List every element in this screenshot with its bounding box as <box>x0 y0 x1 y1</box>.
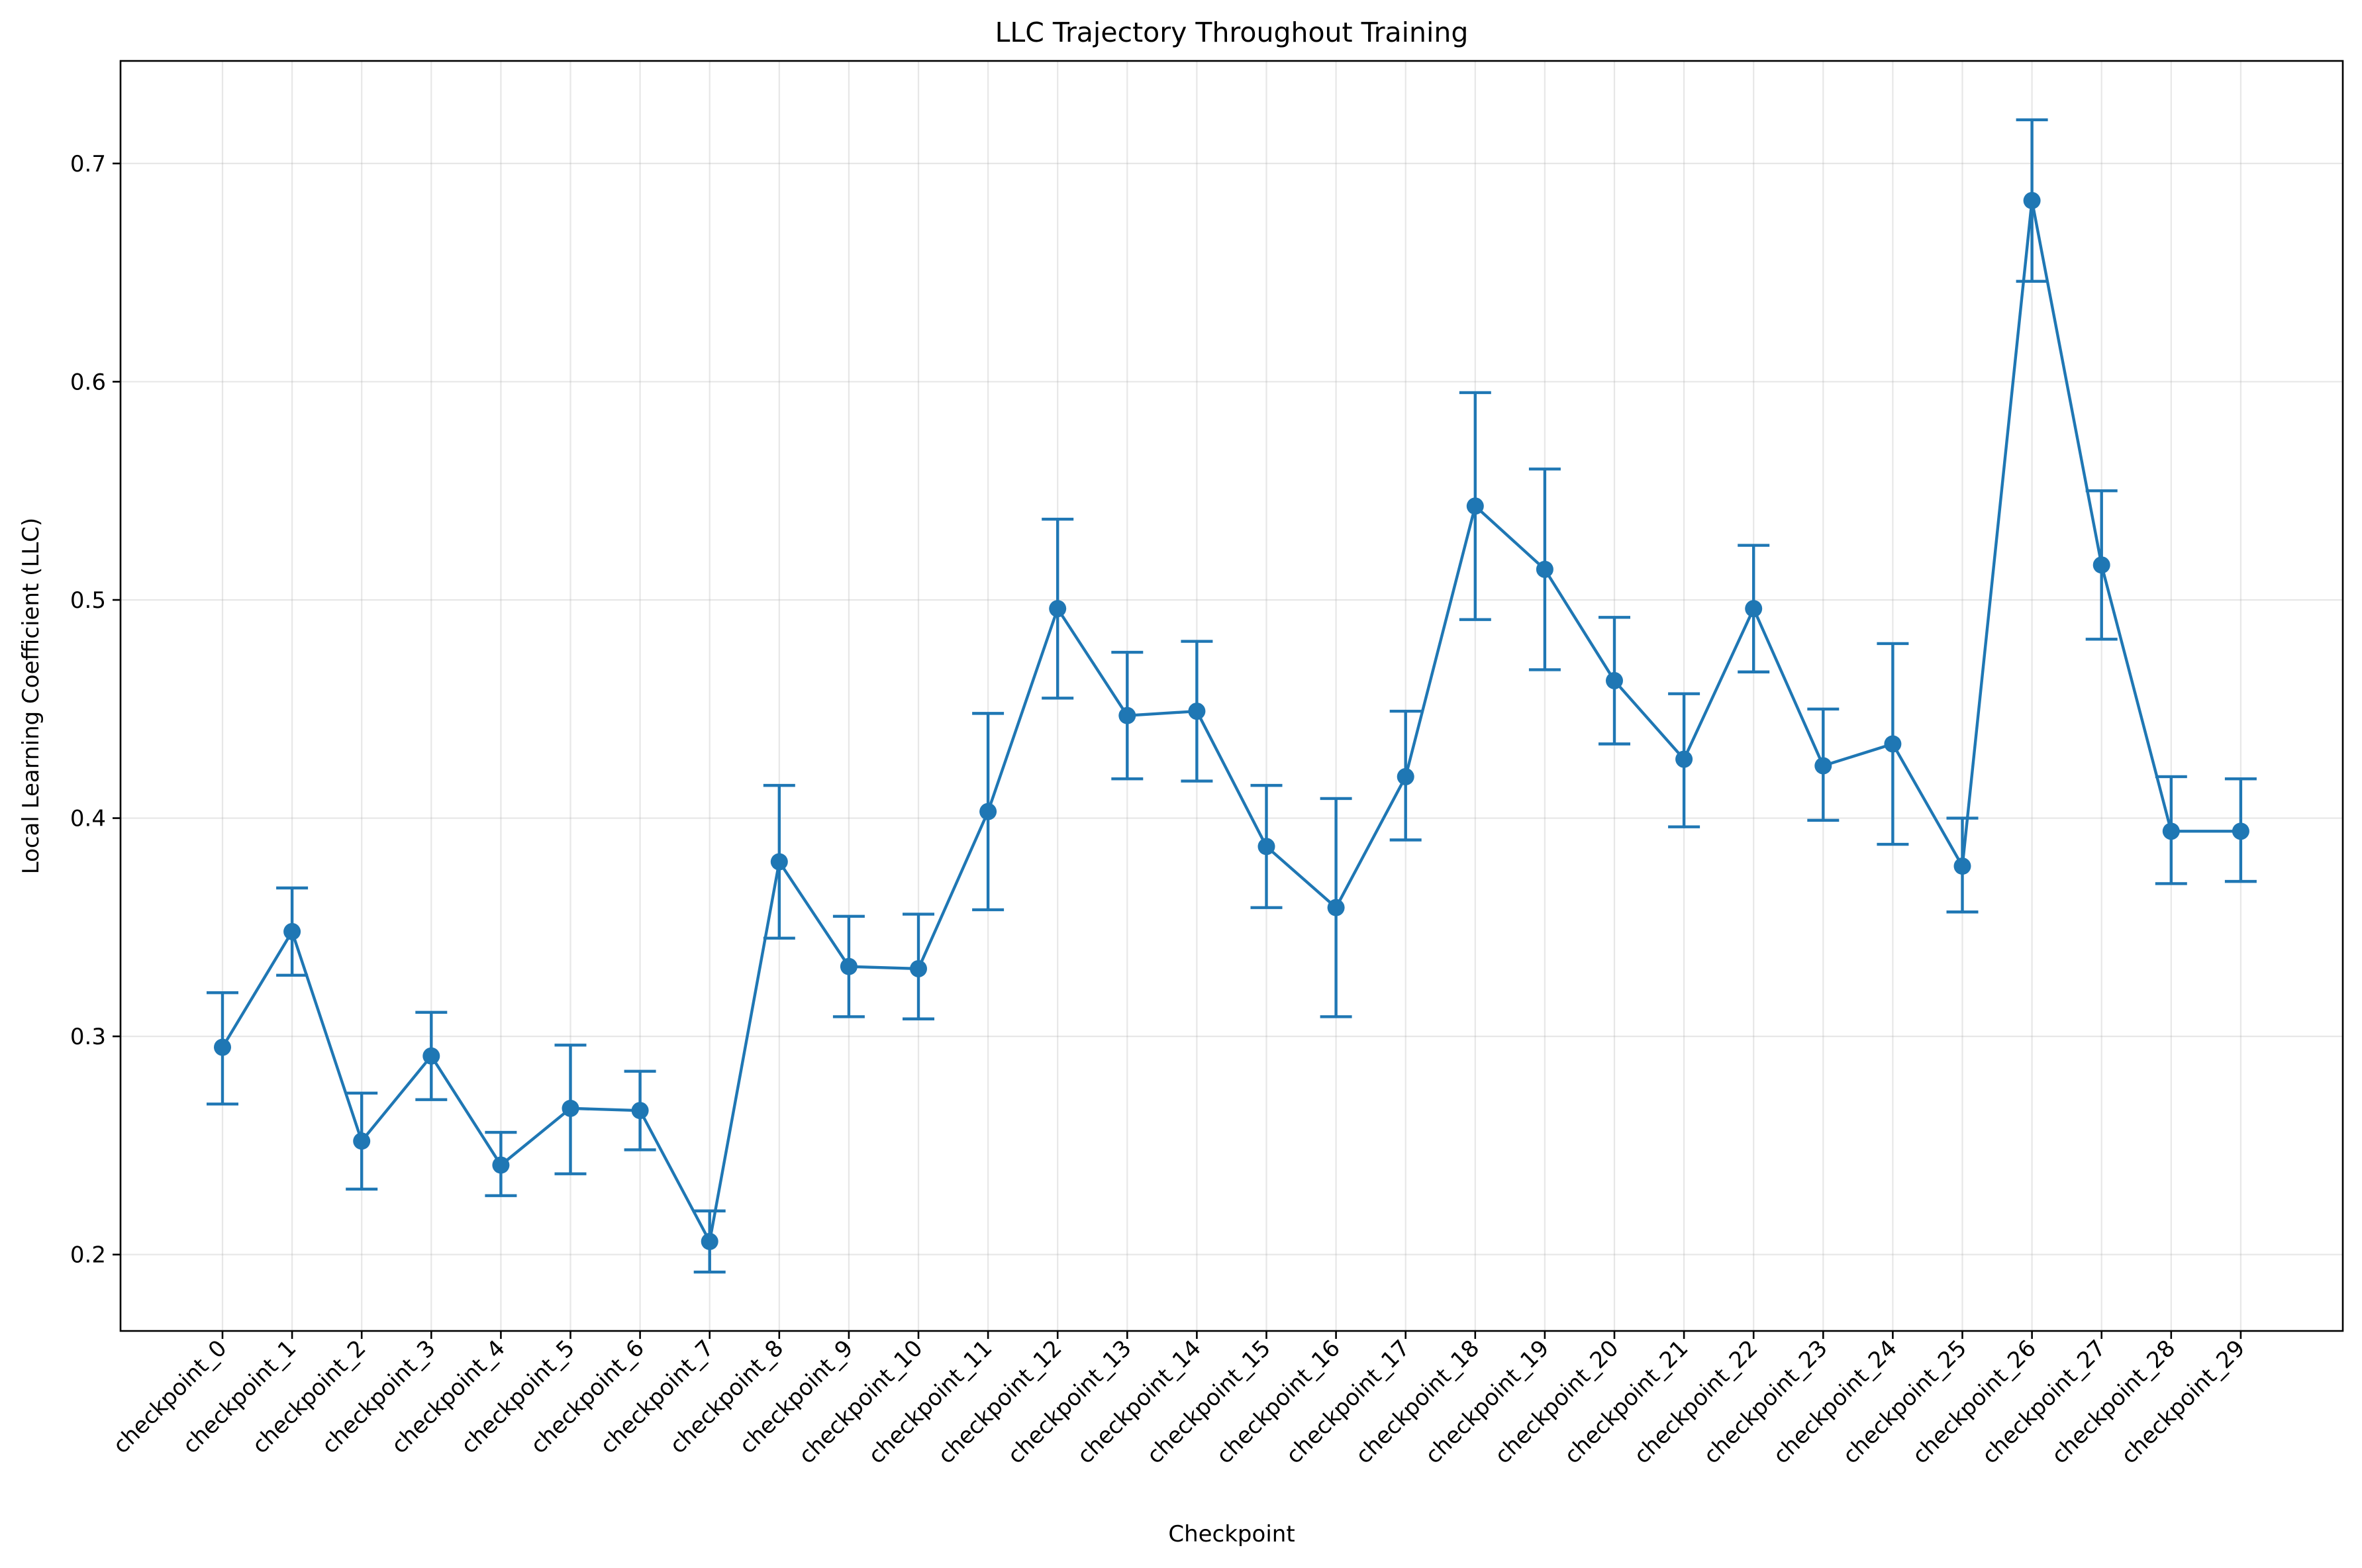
plot-frame <box>119 60 2344 1332</box>
y-tick-label: 0.4 <box>70 806 106 832</box>
data-point <box>422 1047 440 1065</box>
data-point <box>1675 750 1693 768</box>
data-point <box>562 1099 579 1117</box>
data-point <box>1466 497 1484 515</box>
data-point <box>840 957 858 975</box>
data-point <box>1327 899 1345 916</box>
y-tick-label: 0.6 <box>70 369 106 395</box>
data-point <box>770 853 788 871</box>
data-point <box>979 803 997 820</box>
x-axis-label: Checkpoint <box>1168 1521 1295 1547</box>
data-markers <box>214 191 2249 1250</box>
data-point <box>353 1132 371 1150</box>
data-point <box>214 1038 231 1056</box>
data-point <box>1049 600 1067 618</box>
data-point <box>283 922 301 940</box>
data-point <box>1397 767 1414 785</box>
data-point <box>2232 822 2249 840</box>
data-point <box>2023 191 2041 209</box>
chart-title: LLC Trajectory Throughout Training <box>995 17 1469 48</box>
data-point <box>2092 556 2110 574</box>
data-point <box>631 1102 649 1120</box>
y-tick-label: 0.7 <box>70 151 106 177</box>
llc-series-line <box>221 199 2241 1244</box>
data-point <box>701 1232 718 1250</box>
y-tick-label: 0.3 <box>70 1024 106 1050</box>
y-axis: 0.2 0.3 0.4 0.5 0.6 0.7 <box>70 151 121 1269</box>
y-axis-label: Local Learning Coefficient (LLC) <box>18 518 44 875</box>
data-point <box>1536 560 1553 578</box>
data-point <box>1745 600 1763 618</box>
data-point <box>1118 707 1136 724</box>
data-point <box>1953 858 1971 875</box>
data-point <box>1257 838 1275 856</box>
data-point <box>2162 822 2180 840</box>
data-point <box>910 959 927 977</box>
data-point <box>1188 703 1206 720</box>
data-point <box>1884 735 1902 753</box>
y-tick-label: 0.5 <box>70 587 106 614</box>
data-point <box>492 1156 510 1174</box>
data-point <box>1606 671 1623 689</box>
data-point <box>1814 757 1832 775</box>
y-tick-label: 0.2 <box>70 1242 106 1269</box>
